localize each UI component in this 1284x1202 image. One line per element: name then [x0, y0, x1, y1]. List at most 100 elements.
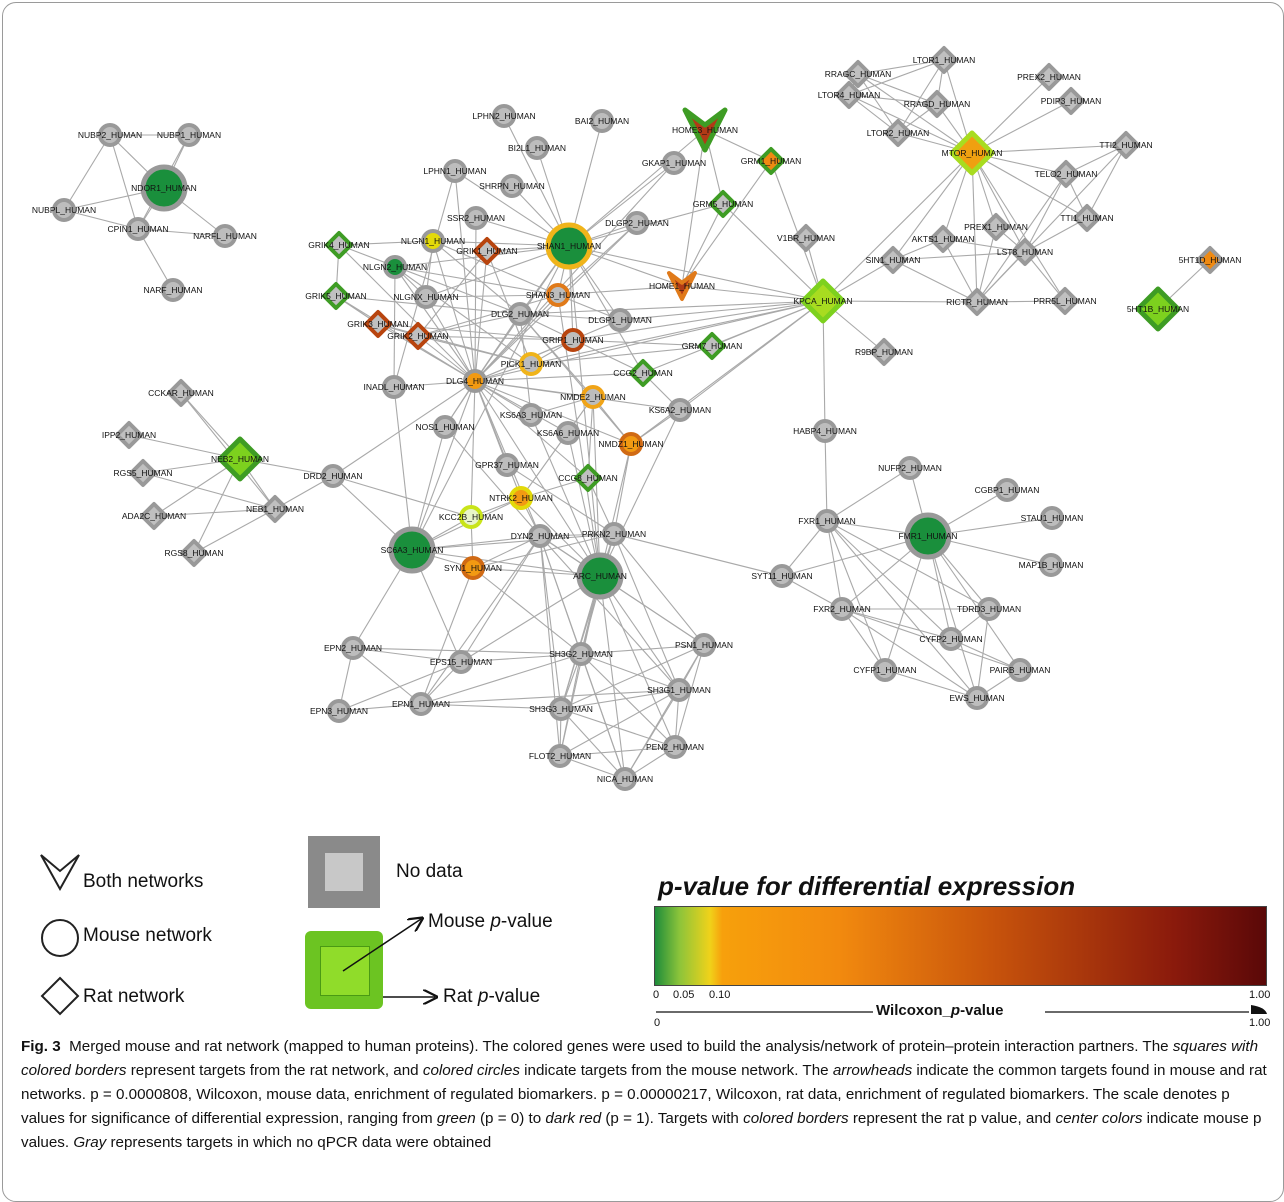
- edge: [137, 228, 226, 237]
- legend-arrows: [342, 903, 443, 1013]
- network-node: GRM5_HUMAN: [693, 190, 753, 218]
- node-label: NUBPL_HUMAN: [32, 205, 96, 215]
- edge: [460, 653, 582, 663]
- edge: [474, 380, 681, 411]
- node-label: CCG8_HUMAN: [558, 473, 618, 483]
- network-node: NARFL_HUMAN: [193, 224, 257, 248]
- node-label: MAP1B_HUMAN: [1019, 560, 1084, 570]
- edge: [613, 533, 680, 691]
- edge: [474, 380, 632, 445]
- node-label: RICTR_HUMAN: [946, 297, 1008, 307]
- edge: [519, 300, 824, 315]
- edge: [580, 653, 676, 748]
- edge: [892, 259, 978, 303]
- edge: [599, 575, 626, 780]
- network-node: NARF_HUMAN: [143, 278, 203, 302]
- scale-tick: 0.10: [709, 989, 731, 1001]
- network-node: KS6A6_HUMAN: [537, 421, 599, 445]
- node-label: GRIK1_HUMAN: [456, 246, 517, 256]
- edge: [1024, 217, 1088, 253]
- edge: [411, 549, 601, 577]
- edge: [892, 251, 1026, 261]
- edge: [432, 240, 559, 296]
- node-label: MTOR_HUMAN: [942, 148, 1003, 158]
- network-node: NLGN2_HUMAN: [363, 255, 427, 279]
- scale-max-tick: 1.00: [1249, 989, 1271, 1001]
- network-node: GRM1_HUMAN: [741, 147, 801, 175]
- network-node: GRIK4_HUMAN: [308, 231, 370, 259]
- node-label: NMDZ1_HUMAN: [598, 439, 663, 449]
- edge: [193, 508, 276, 554]
- edge: [470, 380, 476, 518]
- node-label: KS6A2_HUMAN: [649, 405, 711, 415]
- network-node: GRIK1_HUMAN: [456, 237, 518, 265]
- network-node: PREX1_HUMAN: [964, 213, 1028, 241]
- node-label: GRIK2_HUMAN: [387, 331, 448, 341]
- edge: [109, 134, 139, 230]
- node-label: PRR5L_HUMAN: [1033, 296, 1096, 306]
- network-node: CYFP2_HUMAN: [919, 627, 983, 651]
- edge: [826, 467, 911, 522]
- node-label: NUFP2_HUMAN: [878, 463, 942, 473]
- edge: [425, 294, 559, 298]
- node-label: GRIK4_HUMAN: [308, 240, 369, 250]
- color-scale-bar: [654, 906, 1267, 986]
- network-node: SSR2_HUMAN: [447, 206, 505, 230]
- node-label: ARC_HUMAN: [573, 571, 627, 581]
- edge: [474, 380, 601, 577]
- network-node: DLG4_HUMAN: [446, 369, 504, 393]
- network-node: LPHN2_HUMAN: [472, 104, 536, 128]
- node-label: GRM7_HUMAN: [682, 341, 742, 351]
- edge: [826, 520, 886, 671]
- network-node: R9BP_HUMAN: [855, 338, 913, 366]
- node-label: IPP2_HUMAN: [102, 430, 156, 440]
- edge: [848, 59, 945, 96]
- edge: [394, 266, 476, 382]
- edge: [613, 443, 632, 535]
- network-node: CCG2_HUMAN: [613, 359, 673, 387]
- edge: [942, 238, 1026, 253]
- network-node: NMDZ1_HUMAN: [598, 432, 664, 456]
- legend-both-networks: Both networks: [83, 871, 204, 892]
- edge: [486, 250, 532, 365]
- node-label: STAU1_HUMAN: [1021, 513, 1084, 523]
- edge: [411, 380, 476, 551]
- edge: [352, 647, 462, 663]
- node-label: CCG2_HUMAN: [613, 368, 673, 378]
- network-node: NICA_HUMAN: [597, 767, 653, 791]
- edge: [560, 644, 705, 710]
- network-node: GPR37_HUMAN: [475, 453, 539, 477]
- node-label: SSR2_HUMAN: [447, 213, 505, 223]
- network-node: GRIP1_HUMAN: [542, 328, 604, 352]
- scale-axis-min: 0: [654, 1017, 661, 1029]
- node-label: AKTS1_HUMAN: [912, 234, 975, 244]
- node-label: LPHN2_HUMAN: [472, 111, 535, 121]
- network-node: LPHN1_HUMAN: [423, 159, 487, 183]
- edge: [425, 296, 476, 382]
- edge: [393, 266, 396, 388]
- network-node: MTOR_HUMAN: [942, 130, 1003, 176]
- network-node: NEB1_HUMAN: [246, 495, 304, 523]
- network-node: SYN1_HUMAN: [444, 556, 502, 580]
- node-label: DLGP1_HUMAN: [588, 315, 652, 325]
- network-node: NOS1_HUMAN: [415, 415, 475, 439]
- node-label: V1BR_HUMAN: [777, 233, 835, 243]
- node-label: 5HT1D_HUMAN: [1179, 255, 1242, 265]
- edge: [1065, 144, 1127, 175]
- network-node: DYN2_HUMAN: [511, 524, 569, 548]
- edge: [781, 535, 929, 577]
- node-label: GRIK5_HUMAN: [305, 291, 366, 301]
- edge: [568, 245, 644, 374]
- edge: [927, 535, 1021, 671]
- node-label: PREX2_HUMAN: [1017, 72, 1081, 82]
- network-node: FXR2_HUMAN: [813, 597, 871, 621]
- node-label: NTRK2_HUMAN: [489, 493, 553, 503]
- edge: [580, 644, 705, 655]
- network-node: KPCA_HUMAN: [793, 278, 853, 324]
- node-label: CYFP1_HUMAN: [853, 665, 916, 675]
- node-label: NARFL_HUMAN: [193, 231, 257, 241]
- network-node: RGS8_HUMAN: [164, 539, 224, 567]
- network-node: CPIN1_HUMAN: [108, 217, 168, 241]
- node-label: NLGN2_HUMAN: [363, 262, 427, 272]
- node-label: CCKAR_HUMAN: [148, 388, 214, 398]
